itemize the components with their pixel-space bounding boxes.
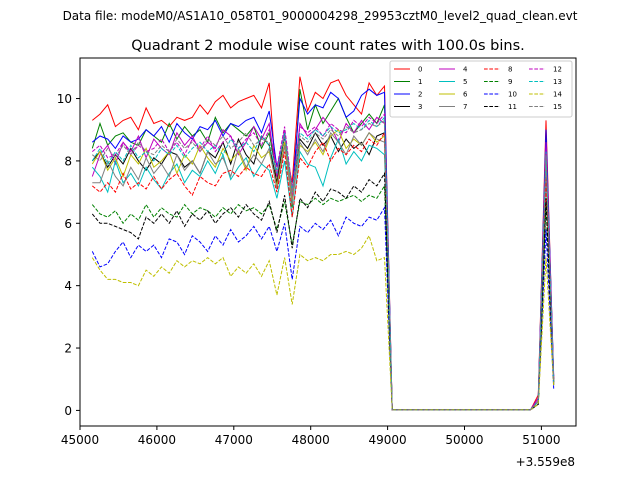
- legend-label-9: 9: [508, 78, 512, 86]
- legend-label-8: 8: [508, 66, 512, 74]
- x-offset-label: +3.559e8: [516, 455, 575, 469]
- legend-box: [389, 60, 573, 118]
- legend-label-14: 14: [553, 91, 562, 99]
- series-line-12: [91, 112, 555, 411]
- legend-label-15: 15: [553, 103, 562, 111]
- legend-label-11: 11: [508, 103, 517, 111]
- y-tick-label: 8: [64, 154, 72, 168]
- legend-label-4: 4: [463, 66, 468, 74]
- x-tick-label: 51000: [522, 433, 560, 447]
- legend-label-7: 7: [463, 103, 467, 111]
- x-tick-label: 48000: [292, 433, 330, 447]
- series-line-10: [91, 206, 555, 411]
- y-tick-label: 6: [64, 217, 72, 231]
- legend-label-0: 0: [418, 66, 422, 74]
- series-line-1: [91, 89, 555, 411]
- y-tick-label: 0: [64, 404, 72, 418]
- file-suptitle: Data file: modeM0/AS1A10_058T01_90000042…: [63, 9, 578, 23]
- plot-area: [91, 76, 555, 411]
- series-line-8: [91, 131, 555, 411]
- y-tick-label: 4: [64, 279, 72, 293]
- legend-label-13: 13: [553, 78, 562, 86]
- legend-label-2: 2: [418, 91, 422, 99]
- series-lines: [91, 76, 555, 411]
- series-line-2: [91, 88, 555, 411]
- axes: 45000 46000 47000 48000 49000 50000 51000 0 2 4 6 8…: [57, 57, 577, 447]
- legend-label-1: 1: [418, 78, 422, 86]
- axes-frame: [79, 57, 577, 427]
- series-line-14: [91, 234, 555, 411]
- y-tick-label: 10: [57, 92, 72, 106]
- x-tick-label: 45000: [61, 433, 99, 447]
- legend-label-3: 3: [418, 103, 422, 111]
- series-line-7: [92, 131, 555, 411]
- series-line-15: [91, 119, 555, 411]
- chart-title: Quadrant 2 module wise count rates with …: [131, 38, 525, 54]
- series-line-11: [91, 171, 555, 411]
- x-tick-label: 46000: [138, 433, 176, 447]
- legend-label-10: 10: [508, 91, 517, 99]
- x-tick-label: 50000: [445, 433, 483, 447]
- x-tick-label: 47000: [215, 433, 253, 447]
- x-tick-label: 49000: [369, 433, 407, 447]
- series-line-9: [91, 184, 555, 411]
- series-line-6: [91, 128, 555, 411]
- legend-label-6: 6: [463, 91, 468, 99]
- legend-label-5: 5: [463, 78, 467, 86]
- y-tick-label: 2: [64, 342, 72, 356]
- legend-label-12: 12: [553, 66, 562, 74]
- series-line-3: [91, 131, 555, 411]
- series-line-5: [91, 137, 555, 411]
